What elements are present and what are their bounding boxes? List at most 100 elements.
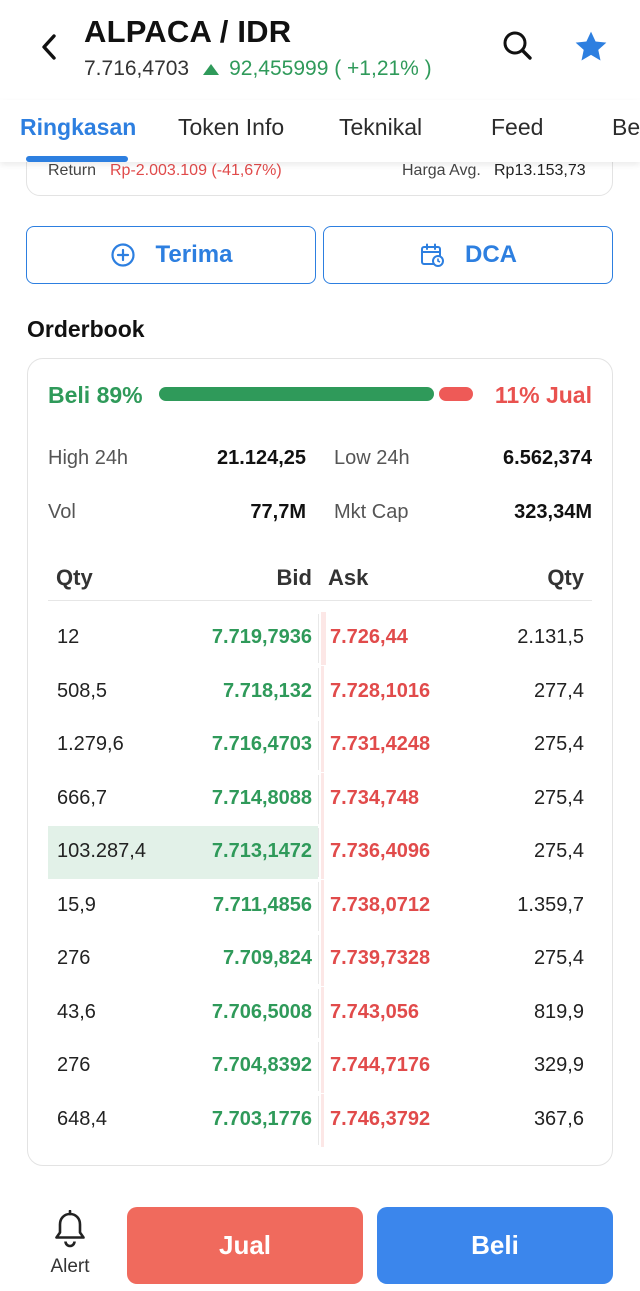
bid-price: 7.713,1472: [211, 840, 312, 862]
bid-qty: 15,9: [57, 893, 96, 916]
ask-depth-bar: [321, 1040, 324, 1093]
orderbook-row[interactable]: 666,7 7.714,8088 7.734,748 275,4: [48, 772, 592, 826]
ask-depth-bar: [321, 879, 324, 933]
back-arrow-icon: [42, 34, 56, 60]
ask-depth-bar: [321, 612, 327, 665]
tab-ringkasan[interactable]: Ringkasan: [20, 114, 137, 140]
price-change: 92,455999 ( +1,21% ): [203, 57, 432, 81]
page-title: ALPACA / IDR: [84, 14, 292, 49]
orderbook-row[interactable]: 15,9 7.711,4856 7.738,0712 1.359,7: [48, 879, 592, 933]
market-cap-value: 323,34M: [514, 501, 592, 523]
orderbook-row[interactable]: 276 7.709,824 7.739,7328 275,4: [48, 933, 592, 986]
ask-qty: 367,6: [533, 1107, 584, 1130]
tab-bar: Ringkasan Token Info Teknikal Feed Be: [0, 100, 640, 162]
dca-label: DCA: [465, 241, 517, 268]
low-24h-label: Low 24h: [334, 447, 410, 469]
ask-qty: 275,4: [533, 840, 584, 862]
tab-more[interactable]: Be: [612, 114, 640, 140]
center-separator: [318, 935, 319, 984]
bid-price: 7.716,4703: [211, 733, 312, 755]
header-bid: Bid: [276, 565, 312, 590]
tab-feed[interactable]: Feed: [491, 114, 544, 140]
bid-depth-bar: [48, 826, 318, 879]
orderbook-divider: [48, 600, 592, 601]
sell-pressure-bar: [439, 387, 473, 401]
bid-qty: 508,5: [57, 679, 108, 702]
header-qty-bid: Qty: [56, 565, 93, 590]
ask-qty: 277,4: [533, 679, 584, 702]
bid-price: 7.706,5008: [211, 1000, 312, 1023]
ask-qty: 329,9: [533, 1054, 584, 1076]
ask-depth-bar: [321, 665, 324, 719]
sell-percentage: 11% Jual: [494, 382, 592, 408]
ask-price: 7.734,748: [330, 786, 419, 809]
orderbook-row[interactable]: 648,4 7.703,1776 7.746,3792 367,6: [48, 1093, 592, 1147]
orderbook-row[interactable]: 12 7.719,7936 7.726,44 2.131,5: [48, 612, 592, 665]
return-row: Return Rp-2.003.109 (-41,67%) Harga Avg.…: [0, 162, 640, 186]
return-label: Return: [48, 162, 97, 179]
terima-label: Terima: [155, 241, 233, 268]
star-icon: [575, 31, 607, 61]
search-button[interactable]: [500, 28, 536, 64]
plus-circle-icon: [110, 243, 135, 267]
last-price: 7.716,4703: [84, 57, 190, 80]
price-line: 7.716,4703 92,455999 ( +1,21% ): [84, 57, 432, 81]
orderbook-row[interactable]: 508,5 7.718,132 7.728,1016 277,4: [48, 665, 592, 719]
ask-price: 7.731,4248: [330, 733, 431, 755]
orderbook-row[interactable]: 103.287,4 7.713,1472 7.736,4096 275,4: [48, 826, 592, 879]
orderbook-row[interactable]: 1.279,6 7.716,4703 7.731,4248 275,4: [48, 719, 592, 772]
orderbook-title: Orderbook: [27, 316, 145, 342]
market-cap-label: Mkt Cap: [334, 501, 409, 523]
bid-price: 7.719,7936: [211, 626, 312, 648]
volume-label: Vol: [48, 501, 76, 523]
header: ALPACA / IDR 7.716,4703 92,455999 ( +1,2…: [0, 0, 640, 100]
bid-price: 7.709,824: [223, 947, 312, 969]
ask-price: 7.739,7328: [330, 947, 431, 969]
ask-price: 7.726,44: [330, 626, 408, 648]
ask-price: 7.738,0712: [330, 893, 431, 916]
alert-label: Alert: [50, 1256, 90, 1277]
buy-button[interactable]: Beli: [377, 1207, 613, 1284]
triangle-up-icon: [203, 63, 220, 75]
orderbook-row[interactable]: 276 7.704,8392 7.744,7176 329,9: [48, 1040, 592, 1093]
ask-price: 7.736,4096: [330, 840, 431, 862]
ask-depth-bar: [321, 1093, 324, 1147]
center-separator: [318, 881, 319, 931]
back-button[interactable]: [34, 28, 64, 66]
center-separator: [318, 1042, 319, 1091]
terima-button[interactable]: Terima: [26, 226, 316, 284]
center-separator: [318, 667, 319, 717]
ask-qty: 275,4: [533, 786, 584, 809]
center-separator: [318, 614, 319, 663]
buy-pressure-bar: [159, 387, 434, 401]
tab-teknikal[interactable]: Teknikal: [339, 114, 423, 140]
orderbook-card: [27, 358, 613, 1166]
center-separator: [318, 828, 319, 877]
bid-qty: 648,4: [57, 1107, 108, 1130]
calendar-repeat-icon: [421, 243, 444, 267]
bid-qty: 666,7: [57, 786, 108, 809]
sell-button[interactable]: Jual: [127, 1207, 363, 1284]
tab-token-info[interactable]: Token Info: [178, 114, 285, 140]
ask-qty: 2.131,5: [517, 626, 584, 648]
alert-button[interactable]: Alert: [40, 1208, 100, 1284]
search-icon: [503, 31, 532, 60]
dca-button[interactable]: DCA: [323, 226, 613, 284]
center-separator: [318, 774, 319, 824]
bid-price: 7.718,132: [223, 679, 312, 702]
bid-qty: 43,6: [57, 1000, 96, 1023]
ask-qty: 275,4: [533, 947, 584, 969]
ask-qty: 275,4: [533, 733, 584, 755]
bid-price: 7.714,8088: [211, 786, 312, 809]
avg-price-value: Rp13.153,73: [494, 162, 586, 179]
center-separator: [318, 988, 319, 1038]
ask-depth-bar: [321, 772, 324, 826]
bid-price: 7.711,4856: [213, 893, 312, 916]
favorite-button[interactable]: [572, 28, 610, 66]
header-ask: Ask: [328, 565, 369, 590]
bid-price: 7.703,1776: [211, 1107, 312, 1130]
volume-value: 77,7M: [250, 501, 306, 523]
ask-depth-bar: [321, 986, 324, 1040]
orderbook-row[interactable]: 43,6 7.706,5008 7.743,056 819,9: [48, 986, 592, 1040]
ask-qty: 819,9: [533, 1000, 584, 1023]
